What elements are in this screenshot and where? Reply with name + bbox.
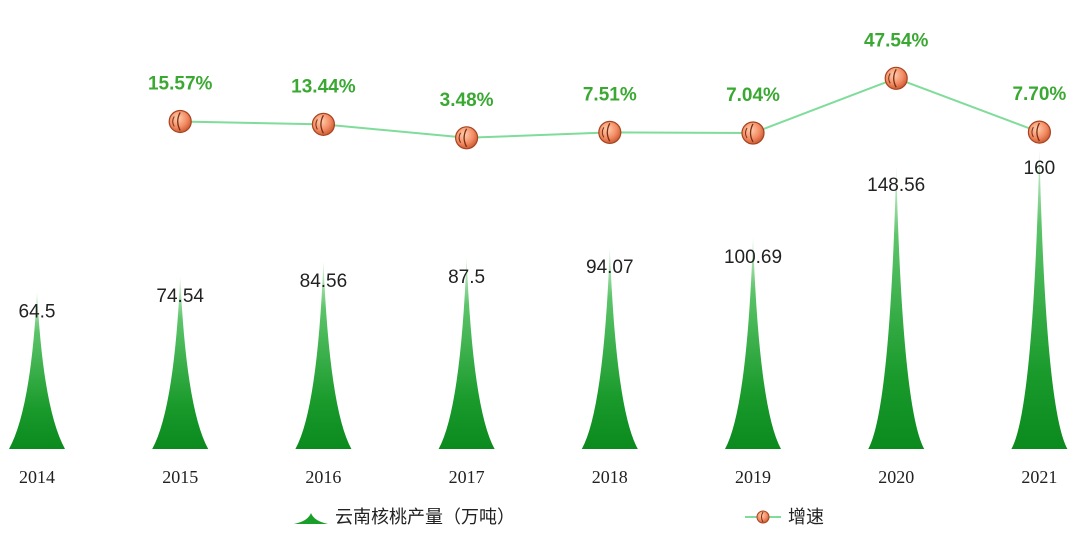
x-tick-2015: 2015 — [162, 467, 198, 487]
walnut-icon — [455, 126, 479, 150]
growth-label-2018: 7.51% — [583, 84, 637, 105]
production-bar-2021 — [1011, 148, 1068, 449]
growth-label-2015: 15.57% — [148, 73, 213, 94]
production-label-2020: 148.56 — [867, 175, 925, 196]
production-label-2018: 94.07 — [586, 257, 634, 278]
walnut-icon — [741, 121, 765, 145]
x-axis-tick-labels: 2014 2015 2016 2017 2018 2019 2020 2021 — [19, 467, 1057, 487]
x-tick-2017: 2017 — [449, 467, 485, 487]
production-label-2017: 87.5 — [448, 267, 485, 288]
x-tick-2016: 2016 — [305, 467, 341, 487]
production-bar-2015 — [152, 276, 209, 449]
production-bar-2020 — [868, 165, 925, 449]
growth-markers — [168, 66, 1052, 150]
walnut-icon — [598, 120, 622, 144]
legend-item-production: 云南核桃产量（万吨） — [294, 507, 515, 528]
growth-label-2020: 47.54% — [864, 30, 929, 51]
production-bar-2016 — [295, 261, 352, 449]
growth-label-2021: 7.70% — [1012, 84, 1066, 105]
legend-item-growth: 增速 — [745, 507, 824, 528]
growth-value-labels: 15.57% 13.44% 3.48% 7.51% 7.04% 47.54% 7.70% — [148, 30, 1066, 110]
x-tick-2019: 2019 — [735, 467, 771, 487]
legend: 云南核桃产量（万吨） 增速 — [294, 507, 824, 528]
production-label-2019: 100.69 — [724, 247, 782, 268]
production-bar-2014 — [9, 291, 65, 449]
production-label-2016: 84.56 — [300, 271, 348, 292]
production-label-2014: 64.5 — [19, 301, 56, 322]
production-label-2015: 74.54 — [156, 286, 204, 307]
walnut-icon — [1027, 120, 1052, 144]
production-value-labels: 64.5 74.54 84.56 87.5 94.07 100.69 148.56 160 — [19, 158, 1056, 322]
growth-label-2017: 3.48% — [440, 90, 494, 111]
production-bars — [9, 148, 1068, 449]
legend-spike-icon — [294, 513, 328, 524]
growth-label-2019: 7.04% — [726, 85, 780, 106]
legend-label-production: 云南核桃产量（万吨） — [335, 507, 515, 528]
growth-label-2016: 13.44% — [291, 76, 356, 97]
production-label-2021: 160 — [1024, 158, 1056, 179]
x-tick-2018: 2018 — [592, 467, 628, 487]
legend-label-growth: 增速 — [788, 507, 824, 528]
x-tick-2021: 2021 — [1021, 467, 1057, 487]
x-tick-2014: 2014 — [19, 467, 55, 487]
walnut-icon — [311, 112, 335, 136]
production-bar-2018 — [581, 246, 638, 449]
walnut-icon — [884, 66, 908, 90]
walnut-icon — [756, 510, 770, 524]
walnut-icon — [168, 109, 192, 134]
production-bar-2017 — [438, 256, 495, 449]
x-tick-2020: 2020 — [878, 467, 914, 487]
production-bar-2019 — [725, 236, 781, 449]
